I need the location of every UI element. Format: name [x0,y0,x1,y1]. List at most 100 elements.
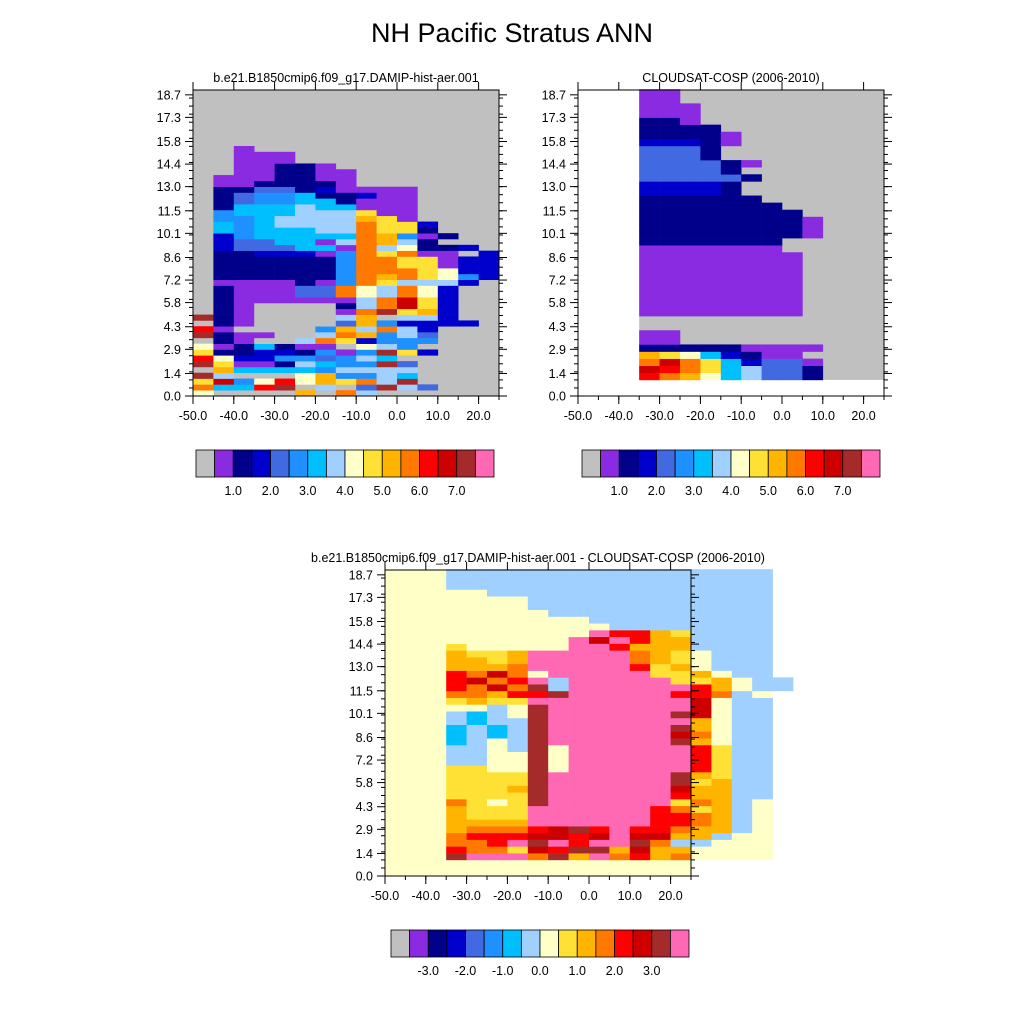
heatmap-cell [446,765,467,773]
y-tick-label: 2.9 [164,343,181,357]
heatmap-cell [487,670,508,678]
heatmap-cell [629,765,651,773]
heatmap-cell [691,636,712,644]
heatmap-cell [466,853,488,861]
heatmap-cell [711,751,733,759]
heatmap-cell [670,819,692,827]
heatmap-cell [527,623,549,631]
heatmap-cell [670,616,692,624]
heatmap-cell [700,202,722,211]
heatmap-cell [295,308,316,315]
heatmap-cell [650,724,671,732]
heatmap-cell [507,772,529,780]
colorbar-box [618,449,639,478]
heatmap-cell [639,252,660,260]
heatmap-cell [639,230,660,239]
heatmap-cell [527,832,549,840]
heatmap-cell [315,209,337,217]
heatmap-cell [609,657,631,665]
colorbar-label: -2.0 [455,964,477,978]
heatmap-cell [274,332,296,339]
heatmap-cell [417,326,439,333]
heatmap-cell [741,216,762,225]
heatmap-cell [609,826,631,834]
heatmap-cell [527,609,549,617]
heatmap-cell [213,384,235,391]
heatmap-cell [376,209,398,217]
heatmap-cell [397,239,418,246]
heatmap-cell [466,738,488,746]
heatmap-cell [527,582,549,590]
heatmap-cell [782,308,803,317]
heatmap-cell [711,630,733,638]
heatmap-cell [680,160,701,168]
heatmap-cell [752,582,773,590]
heatmap-cell [752,758,773,766]
heatmap-cell [527,758,549,766]
heatmap-cell [315,244,337,251]
heatmap-cell [274,204,296,211]
heatmap-cell [466,623,488,631]
heatmap-cell [680,266,701,274]
colorbar-label: 4.0 [722,484,739,498]
heatmap-cell [487,744,508,753]
heatmap-cell [466,711,488,719]
heatmap-cell [466,799,488,807]
heatmap-cell [466,596,488,604]
y-tick-label: 5.8 [164,296,181,310]
y-tick-label: 14.4 [542,158,566,172]
heatmap-cell [233,361,255,368]
heatmap-cell [711,738,733,746]
heatmap-cell [437,244,459,251]
heatmap-cell [548,792,569,800]
heatmap-cell [446,575,467,584]
heatmap-cell [254,320,275,327]
heatmap-cell [446,846,467,854]
heatmap-cell [720,195,742,203]
heatmap-cell [659,202,681,211]
heatmap-cell [274,378,296,385]
heatmap-cell [507,758,529,766]
heatmap-cell [356,372,377,379]
heatmap-cell [446,738,467,746]
heatmap-cell [670,636,692,644]
heatmap-cell [548,765,569,773]
heatmap-cell [446,724,467,732]
heatmap-cell [731,609,753,617]
heatmap-cell [376,349,398,356]
heatmap-cell [254,378,275,385]
heatmap-cell [691,609,712,617]
heatmap-cell [609,846,631,854]
heatmap-cell [589,819,610,827]
heatmap-cell [213,262,235,269]
heatmap-cell [568,704,590,712]
heatmap-cell [589,636,610,644]
heatmap-cell [548,711,569,719]
heatmap-cell [315,384,337,391]
heatmap-cell [376,332,398,339]
heatmap-cell [650,799,671,807]
heatmap-cell [487,582,508,590]
heatmap-cell [548,704,569,712]
heatmap-cell [274,169,296,176]
heatmap-cell [487,690,508,698]
heatmap-cell [629,569,651,577]
heatmap-cell [446,839,467,847]
heatmap-cell [731,799,753,807]
heatmap-cell [639,351,660,359]
heatmap-cell [466,697,488,705]
heatmap-cell [629,602,651,611]
heatmap-cell [548,826,569,834]
heatmap-cell [700,351,722,359]
heatmap-cell [650,690,671,698]
heatmap-cell [315,221,337,228]
heatmap-cell [507,738,529,746]
heatmap-cell [650,832,671,840]
heatmap-cell [752,832,773,840]
heatmap-cell [741,230,762,239]
colorbar-label: 7.0 [834,484,851,498]
heatmap-cell [650,792,671,800]
heatmap-cell [548,744,569,753]
heatmap-cell [417,262,439,269]
heatmap-cell [752,738,773,746]
